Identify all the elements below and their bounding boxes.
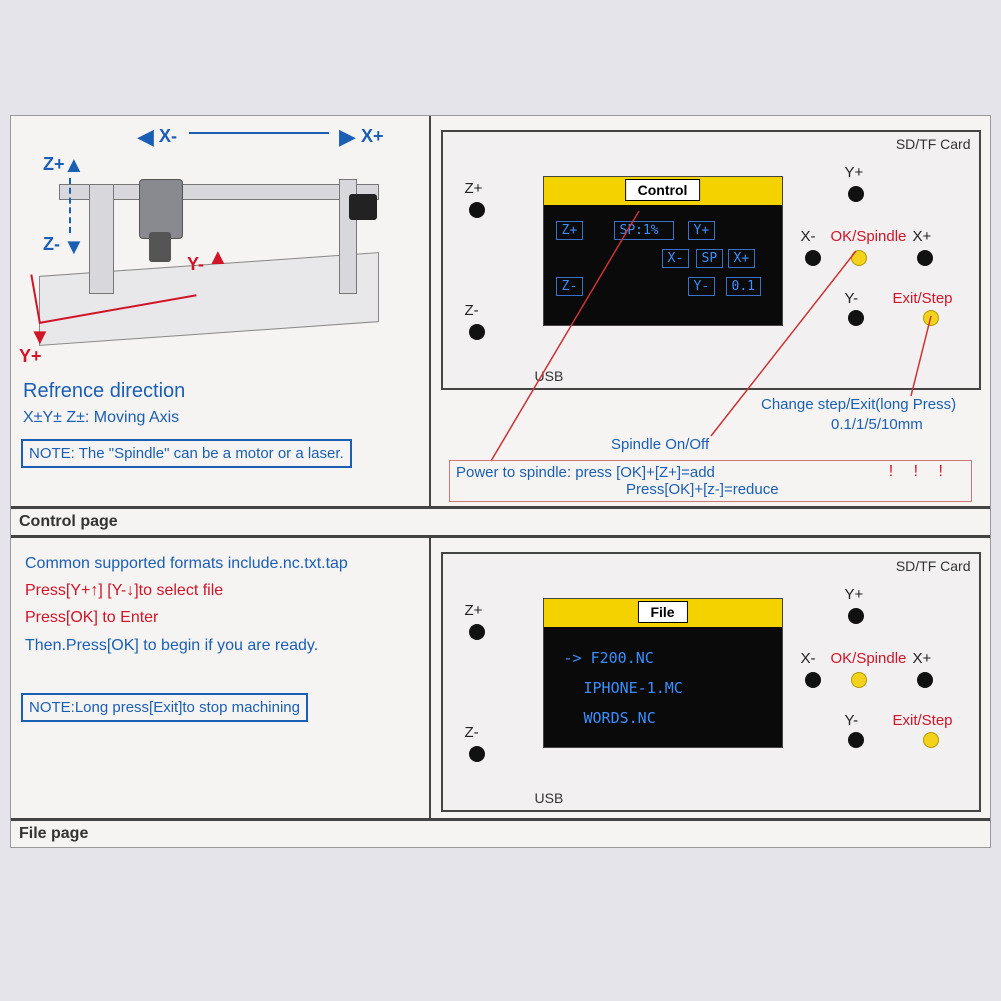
usb-label: USB bbox=[535, 368, 564, 384]
axis-zminus: Z- bbox=[43, 234, 60, 255]
spindle-note: NOTE: The "Spindle" can be a motor or a … bbox=[21, 439, 352, 468]
file-page-label: File page bbox=[11, 821, 990, 847]
y-plus-button[interactable] bbox=[848, 186, 864, 202]
lcd-xplus: X+ bbox=[728, 249, 756, 268]
lcd-screen-file: File -> F200.NC IPHONE-1.MC WORDS.NC bbox=[543, 598, 783, 748]
y-plus-button-2[interactable] bbox=[848, 608, 864, 624]
y-minus-button[interactable] bbox=[848, 310, 864, 326]
exit-step-button[interactable] bbox=[923, 310, 939, 326]
z-minus-button-2[interactable] bbox=[469, 746, 485, 762]
z-plus-label: Z+ bbox=[465, 180, 483, 197]
callout-steps: 0.1/1/5/10mm bbox=[831, 416, 923, 433]
y-plus-label: Y+ bbox=[845, 164, 864, 181]
arrow-right-icon: ▶ bbox=[339, 124, 356, 150]
lcd-zminus: Z- bbox=[556, 277, 584, 296]
ok-spindle-label: OK/Spindle bbox=[831, 228, 907, 245]
lcd-step: 0.1 bbox=[726, 277, 761, 296]
lcd-sp1: SP:1% bbox=[614, 221, 674, 240]
reference-direction-title: Refrence direction bbox=[23, 380, 421, 403]
z-minus-button[interactable] bbox=[469, 324, 485, 340]
controller-device-file: SD/TF Card USB Z+ Z- Y+ X- OK/Spindle X+… bbox=[441, 552, 981, 812]
x-minus-button-2[interactable] bbox=[805, 672, 821, 688]
callout-change-step: Change step/Exit(long Press) bbox=[761, 396, 956, 413]
y-plus-label-2: Y+ bbox=[845, 586, 864, 603]
x-minus-button[interactable] bbox=[805, 250, 821, 266]
z-plus-button-2[interactable] bbox=[469, 624, 485, 640]
arrow-up-icon: ▲ bbox=[63, 152, 85, 178]
usb-label-2: USB bbox=[535, 790, 564, 806]
file-instr-1: Common supported formats include.nc.txt.… bbox=[25, 550, 415, 577]
file-left: Common supported formats include.nc.txt.… bbox=[11, 538, 431, 818]
sd-card-label: SD/TF Card bbox=[896, 136, 971, 152]
x-minus-label-2: X- bbox=[801, 650, 816, 667]
x-plus-label-2: X+ bbox=[913, 650, 932, 667]
lcd-title-file: File bbox=[637, 601, 687, 623]
file-1: -> F200.NC bbox=[564, 649, 654, 667]
control-left: X- ◀ X+ ▶ Z+ ▲ Z- ▼ Y- ▲ Y+ ▼ Refrence d… bbox=[11, 116, 431, 506]
exit-step-button-2[interactable] bbox=[923, 732, 939, 748]
exit-step-label-2: Exit/Step bbox=[893, 712, 953, 729]
callout-spindle: Spindle On/Off bbox=[611, 436, 709, 453]
arrow-down-red-icon: ▼ bbox=[29, 324, 51, 350]
file-instr-3: Press[OK] to Enter bbox=[25, 604, 415, 631]
lcd-screen-control: Control Z+ SP:1% Y+ X- SP X+ Z- Y- 0.1 bbox=[543, 176, 783, 326]
z-plus-button[interactable] bbox=[469, 202, 485, 218]
lcd-title-control: Control bbox=[625, 179, 701, 201]
file-instr-4: Then.Press[OK] to begin if you are ready… bbox=[25, 632, 415, 659]
instruction-page: X- ◀ X+ ▶ Z+ ▲ Z- ▼ Y- ▲ Y+ ▼ Refrence d… bbox=[10, 115, 991, 848]
file-right: SD/TF Card USB Z+ Z- Y+ X- OK/Spindle X+… bbox=[431, 538, 990, 818]
lcd-yminus: Y- bbox=[688, 277, 716, 296]
control-page-label: Control page bbox=[11, 509, 990, 538]
axis-definition: X±Y± Z±: Moving Axis bbox=[23, 409, 421, 427]
controller-device-control: SD/TF Card USB Z+ Z- Y+ X- OK/Spindle X+… bbox=[441, 130, 981, 390]
x-plus-button-2[interactable] bbox=[917, 672, 933, 688]
section-control: X- ◀ X+ ▶ Z+ ▲ Z- ▼ Y- ▲ Y+ ▼ Refrence d… bbox=[11, 116, 990, 509]
section-file: Common supported formats include.nc.txt.… bbox=[11, 538, 990, 821]
y-minus-label-2: Y- bbox=[845, 712, 859, 729]
file-note: NOTE:Long press[Exit]to stop machining bbox=[21, 693, 308, 722]
file-instr-2: Press[Y+↑] [Y-↓]to select file bbox=[25, 577, 415, 604]
exclamation: ! ! ! bbox=[889, 463, 951, 481]
ok-spindle-label-2: OK/Spindle bbox=[831, 650, 907, 667]
x-minus-label: X- bbox=[801, 228, 816, 245]
lcd-xminus: X- bbox=[662, 249, 690, 268]
ok-spindle-button[interactable] bbox=[851, 250, 867, 266]
x-plus-button[interactable] bbox=[917, 250, 933, 266]
exit-step-label: Exit/Step bbox=[893, 290, 953, 307]
cnc-diagram: X- ◀ X+ ▶ Z+ ▲ Z- ▼ Y- ▲ Y+ ▼ bbox=[19, 124, 419, 374]
power-line2: Press[OK]+[z-]=reduce bbox=[456, 481, 779, 498]
ok-spindle-button-2[interactable] bbox=[851, 672, 867, 688]
arrow-left-icon: ◀ bbox=[137, 124, 154, 150]
arrow-down-icon: ▼ bbox=[63, 234, 85, 260]
lcd-zplus: Z+ bbox=[556, 221, 584, 240]
control-right: SD/TF Card USB Z+ Z- Y+ X- OK/Spindle X+… bbox=[431, 116, 990, 506]
z-minus-label: Z- bbox=[465, 302, 479, 319]
file-2: IPHONE-1.MC bbox=[584, 679, 683, 697]
lcd-sp: SP bbox=[696, 249, 724, 268]
y-minus-button-2[interactable] bbox=[848, 732, 864, 748]
file-3: WORDS.NC bbox=[584, 709, 656, 727]
axis-xplus: X+ bbox=[361, 126, 384, 147]
power-line1: Power to spindle: press [OK]+[Z+]=add bbox=[456, 464, 715, 481]
axis-xminus: X- bbox=[159, 126, 177, 147]
sd-card-label-2: SD/TF Card bbox=[896, 558, 971, 574]
arrow-up-red-icon: ▲ bbox=[207, 244, 229, 270]
power-note-box: ! ! ! Power to spindle: press [OK]+[Z+]=… bbox=[449, 460, 972, 502]
z-plus-label-2: Z+ bbox=[465, 602, 483, 619]
lcd-yplus: Y+ bbox=[688, 221, 716, 240]
x-plus-label: X+ bbox=[913, 228, 932, 245]
axis-zplus: Z+ bbox=[43, 154, 65, 175]
y-minus-label: Y- bbox=[845, 290, 859, 307]
z-minus-label-2: Z- bbox=[465, 724, 479, 741]
